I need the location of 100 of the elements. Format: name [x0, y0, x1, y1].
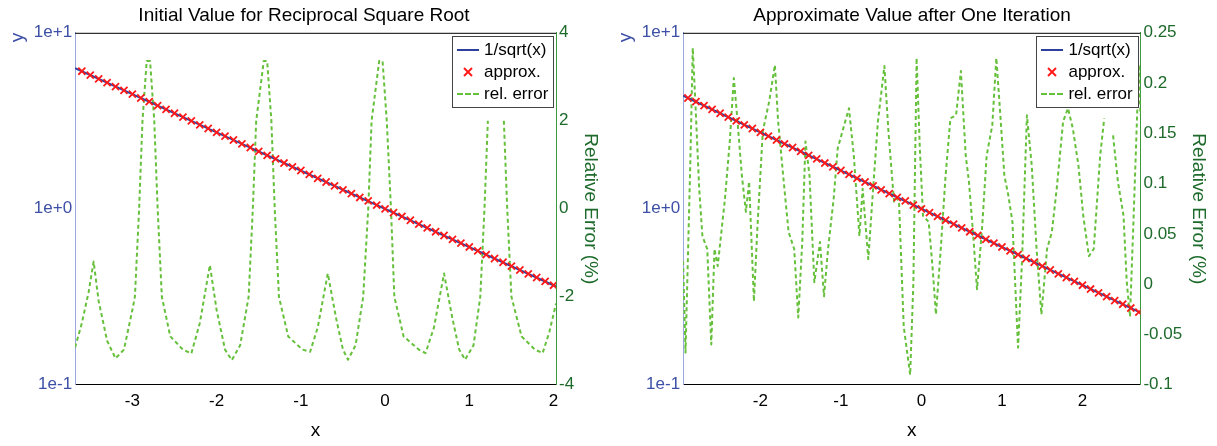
y2-axis-title: Relative Error (%) — [1189, 133, 1211, 285]
point — [1086, 284, 1095, 294]
point — [540, 276, 550, 286]
y2-tick-label: 0.05 — [1143, 223, 1177, 243]
point — [372, 200, 382, 210]
legend-label: rel. error — [1068, 82, 1133, 105]
y-tick-label: 1e+1 — [641, 22, 681, 42]
point — [490, 254, 500, 263]
point — [1029, 257, 1039, 267]
point — [405, 215, 415, 225]
point — [707, 104, 717, 114]
point — [1037, 261, 1047, 271]
point — [346, 189, 356, 199]
point — [917, 204, 926, 214]
x-tick-label: -2 — [209, 390, 225, 410]
x-tick-label: 1 — [997, 390, 1007, 410]
point — [229, 135, 238, 145]
point — [739, 120, 749, 130]
x-tick-label: 1 — [464, 390, 475, 410]
point — [77, 66, 87, 76]
y2-tick-label: -0.05 — [1143, 324, 1183, 344]
point — [780, 139, 789, 149]
y2-tick-label: -0.1 — [1143, 374, 1173, 394]
point — [178, 112, 188, 122]
point — [397, 211, 407, 221]
point — [965, 227, 975, 237]
point — [363, 196, 373, 206]
point — [271, 154, 281, 164]
point — [262, 151, 272, 160]
y-tick-label: 1e-1 — [38, 374, 73, 394]
y-axis-title: y — [613, 32, 635, 43]
y2-axis-title: Relative Error (%) — [581, 133, 603, 285]
point — [448, 234, 457, 244]
point — [212, 127, 222, 137]
y-tick-label: 1e-1 — [646, 374, 681, 394]
y2-tick-label: 0 — [559, 198, 569, 218]
point — [431, 227, 441, 237]
point — [933, 211, 942, 221]
point — [1102, 292, 1112, 302]
y-axis-title: y — [5, 32, 27, 43]
legend-label: 1/sqrt(x) — [1068, 38, 1131, 61]
point — [313, 173, 323, 183]
point — [254, 146, 264, 156]
point — [844, 169, 854, 179]
y2-tick-label: 0.25 — [1143, 22, 1177, 42]
point — [422, 223, 432, 233]
point — [723, 112, 733, 122]
point — [1118, 299, 1128, 309]
y2-tick-label: 0 — [1143, 273, 1153, 293]
point — [1094, 288, 1104, 298]
point — [85, 70, 95, 80]
point — [119, 85, 129, 95]
point — [170, 108, 179, 118]
point — [860, 177, 870, 187]
point — [1053, 269, 1063, 279]
point — [102, 78, 112, 88]
point — [330, 181, 339, 191]
point — [804, 151, 814, 160]
point — [683, 93, 693, 103]
point — [1069, 276, 1079, 286]
point — [456, 238, 466, 248]
x-tick-label: 2 — [1077, 390, 1088, 410]
x-tick-label: -2 — [752, 390, 768, 410]
point — [321, 177, 331, 187]
point — [715, 108, 725, 118]
point — [153, 101, 163, 110]
point — [549, 280, 557, 290]
point — [812, 154, 822, 164]
legend-label: rel. error — [484, 82, 549, 105]
point — [764, 131, 773, 141]
point — [279, 158, 289, 168]
point — [852, 173, 862, 183]
point — [892, 193, 902, 202]
point — [464, 242, 474, 252]
point — [747, 124, 757, 133]
y2-tick-label: -4 — [559, 374, 575, 394]
point — [973, 231, 983, 240]
point — [949, 219, 959, 229]
y2-tick-label: -2 — [559, 286, 575, 306]
point — [389, 208, 398, 218]
x-tick-label: -3 — [124, 390, 140, 410]
point — [868, 181, 878, 191]
point — [788, 143, 798, 152]
point — [287, 162, 297, 172]
legend-label: approx. — [484, 60, 541, 83]
point — [186, 116, 196, 126]
point — [981, 234, 991, 244]
point — [304, 169, 314, 179]
x-axis-title: x — [310, 418, 321, 440]
point — [220, 131, 230, 141]
point — [161, 104, 171, 114]
x-tick-label: -1 — [293, 390, 309, 410]
point — [338, 185, 348, 195]
point — [144, 97, 154, 107]
point — [941, 215, 951, 225]
point — [481, 250, 491, 260]
point — [828, 162, 838, 172]
legend-label: 1/sqrt(x) — [484, 38, 547, 61]
point — [908, 200, 918, 210]
point — [245, 143, 255, 152]
